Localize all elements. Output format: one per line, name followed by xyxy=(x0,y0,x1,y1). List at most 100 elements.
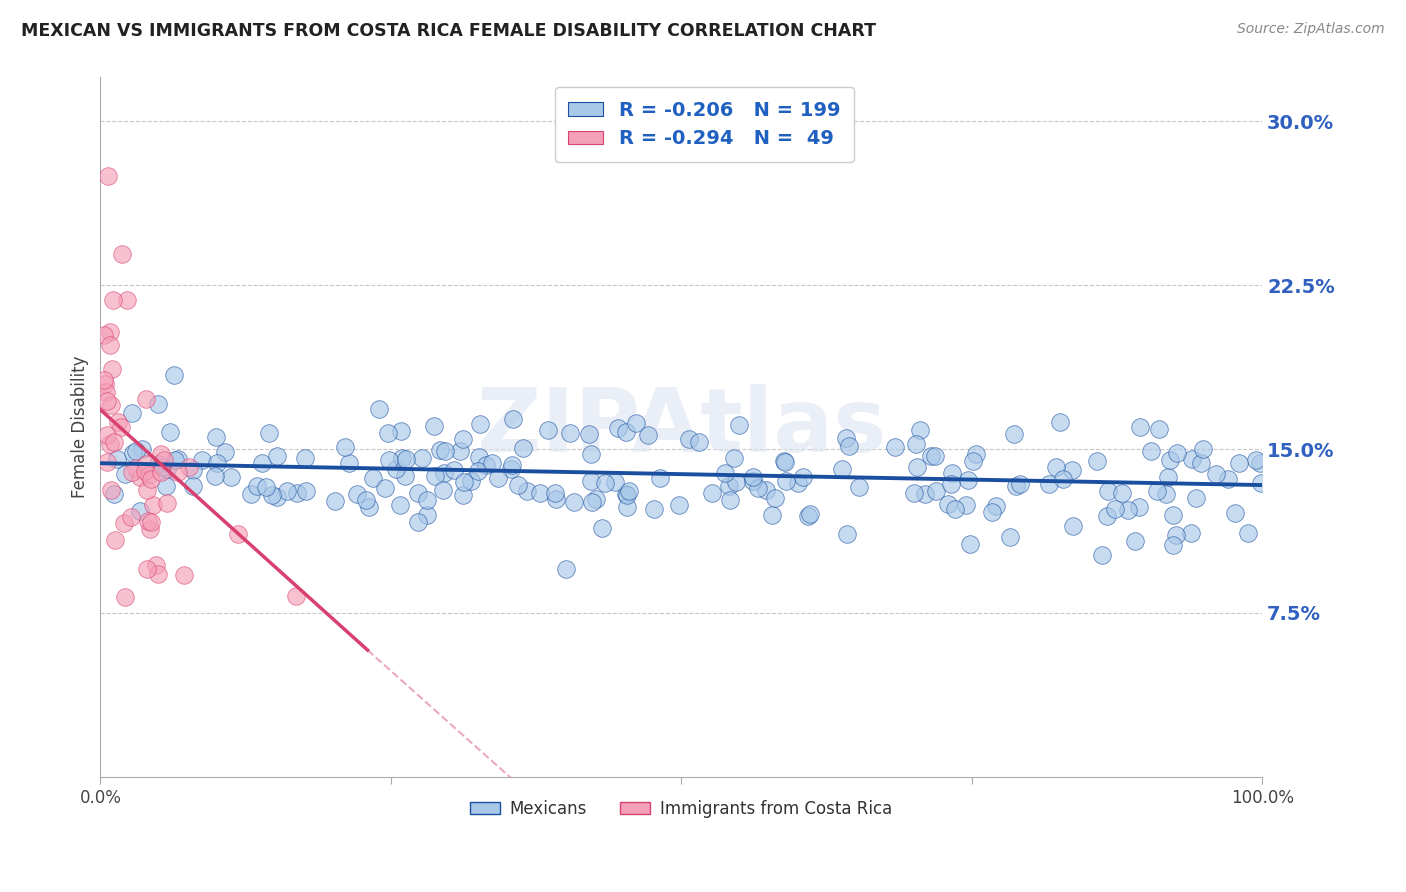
Point xyxy=(775,474,797,488)
Point xyxy=(131,442,153,457)
Point xyxy=(114,467,136,482)
Point xyxy=(416,508,439,522)
Point xyxy=(905,460,928,475)
Point xyxy=(146,457,169,471)
Point xyxy=(797,508,820,523)
Point xyxy=(1154,487,1177,501)
Point xyxy=(1062,518,1084,533)
Point xyxy=(411,451,433,466)
Point xyxy=(904,437,927,451)
Point xyxy=(537,423,560,437)
Point xyxy=(101,362,124,376)
Point xyxy=(205,456,228,470)
Point xyxy=(181,479,204,493)
Point xyxy=(1052,471,1074,485)
Point xyxy=(626,416,648,430)
Point xyxy=(138,467,160,482)
Point xyxy=(155,496,177,510)
Point xyxy=(724,475,747,489)
Point xyxy=(1000,530,1022,544)
Point xyxy=(962,454,984,468)
Point xyxy=(103,487,125,501)
Point xyxy=(502,412,524,426)
Point xyxy=(121,466,143,480)
Point xyxy=(512,441,534,455)
Point xyxy=(884,440,907,454)
Point xyxy=(838,439,860,453)
Point xyxy=(1008,477,1031,491)
Point xyxy=(368,402,391,417)
Point xyxy=(165,453,187,467)
Point xyxy=(453,475,475,489)
Point xyxy=(1159,453,1181,467)
Point xyxy=(1146,483,1168,498)
Point xyxy=(333,440,356,454)
Point xyxy=(135,392,157,407)
Point xyxy=(150,465,173,479)
Point xyxy=(605,475,627,490)
Point xyxy=(391,424,413,438)
Point xyxy=(460,474,482,488)
Point xyxy=(742,470,765,484)
Point xyxy=(449,444,471,458)
Point xyxy=(614,425,637,439)
Point xyxy=(129,504,152,518)
Point xyxy=(98,326,121,340)
Point xyxy=(191,452,214,467)
Point xyxy=(214,445,236,459)
Point xyxy=(156,462,179,476)
Point xyxy=(1128,500,1150,515)
Point xyxy=(941,466,963,480)
Point xyxy=(713,466,735,480)
Point xyxy=(1104,502,1126,516)
Point xyxy=(924,449,946,463)
Point xyxy=(595,475,617,490)
Point xyxy=(1161,508,1184,522)
Point xyxy=(908,423,931,437)
Point xyxy=(1038,477,1060,491)
Point xyxy=(848,480,870,494)
Point xyxy=(1180,526,1202,541)
Point xyxy=(773,455,796,469)
Point xyxy=(1002,426,1025,441)
Point xyxy=(146,567,169,582)
Point xyxy=(385,462,408,476)
Point xyxy=(792,470,814,484)
Point xyxy=(980,505,1002,519)
Point xyxy=(831,462,853,476)
Point xyxy=(155,479,177,493)
Point xyxy=(325,493,347,508)
Point xyxy=(337,456,360,470)
Point xyxy=(432,483,454,497)
Point xyxy=(619,484,641,499)
Point xyxy=(163,368,186,383)
Point xyxy=(104,533,127,547)
Point xyxy=(648,470,671,484)
Point xyxy=(181,463,204,477)
Point xyxy=(219,470,242,484)
Point xyxy=(554,562,576,576)
Point xyxy=(107,415,129,429)
Point xyxy=(1049,415,1071,429)
Legend: Mexicans, Immigrants from Costa Rica: Mexicans, Immigrants from Costa Rica xyxy=(463,793,900,824)
Point xyxy=(616,500,638,515)
Point xyxy=(100,483,122,498)
Point xyxy=(110,247,132,261)
Point xyxy=(93,373,115,387)
Point xyxy=(226,527,249,541)
Point xyxy=(93,327,115,342)
Point xyxy=(250,456,273,470)
Point xyxy=(578,426,600,441)
Point xyxy=(148,397,170,411)
Point xyxy=(481,456,503,470)
Point xyxy=(1045,459,1067,474)
Point xyxy=(451,488,474,502)
Point xyxy=(98,437,121,451)
Point xyxy=(585,492,607,507)
Point xyxy=(986,500,1008,514)
Point xyxy=(96,428,118,442)
Point xyxy=(581,447,603,461)
Point xyxy=(139,515,162,529)
Point xyxy=(1181,451,1204,466)
Point xyxy=(1149,422,1171,436)
